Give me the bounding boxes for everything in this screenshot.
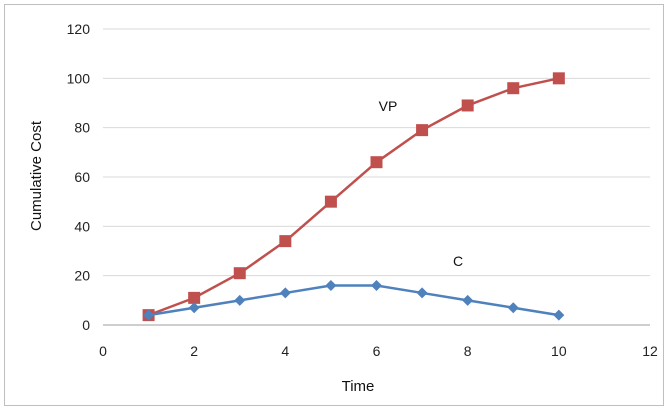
x-tick-label: 10 — [551, 343, 567, 359]
y-tick-label: 20 — [74, 268, 90, 284]
y-tick-label: 100 — [67, 70, 91, 86]
y-tick-label: 40 — [74, 218, 90, 234]
data-point-c — [553, 309, 565, 321]
y-tick-label: 60 — [74, 169, 90, 185]
data-point-c — [371, 280, 382, 292]
data-point-vp — [233, 267, 246, 280]
y-tick-label: 0 — [82, 317, 90, 333]
series-label-vp: VP — [379, 98, 398, 114]
data-point-vp — [507, 82, 520, 95]
x-tick-label: 8 — [464, 343, 472, 359]
x-tick-label: 0 — [99, 343, 107, 359]
data-point-vp — [188, 291, 201, 304]
x-tick-label: 4 — [281, 343, 289, 359]
data-point-vp — [416, 124, 429, 137]
series-group — [142, 72, 565, 322]
x-tick-label: 6 — [373, 343, 381, 359]
data-point-c — [143, 309, 155, 321]
data-point-c — [279, 287, 291, 299]
y-axis-title: Cumulative Cost — [28, 120, 45, 231]
data-point-vp — [324, 195, 337, 208]
x-axis-title: Time — [342, 378, 375, 395]
y-tick-labels: 0 20 40 60 80 100 120 — [67, 21, 91, 333]
series-line-vp — [148, 77, 560, 317]
gridlines — [103, 28, 650, 277]
data-point-c — [416, 287, 428, 299]
x-tick-labels: 0 2 4 6 8 10 12 — [99, 343, 658, 359]
series-label-c: C — [453, 253, 463, 269]
data-point-c — [507, 302, 519, 314]
data-point-c — [325, 280, 337, 292]
data-point-c — [234, 294, 246, 306]
x-tick-label: 12 — [642, 343, 658, 359]
data-point-vp — [461, 99, 474, 112]
series-line-c — [148, 284, 560, 317]
y-tick-label: 80 — [74, 120, 90, 136]
data-point-c — [188, 302, 200, 314]
y-tick-label: 120 — [67, 21, 91, 37]
data-point-vp — [279, 235, 292, 248]
data-point-vp — [370, 156, 383, 169]
x-tick-label: 2 — [190, 343, 198, 359]
data-point-c — [462, 294, 474, 306]
data-point-vp — [552, 72, 565, 85]
series-vp — [142, 72, 565, 322]
series-c — [143, 280, 565, 321]
